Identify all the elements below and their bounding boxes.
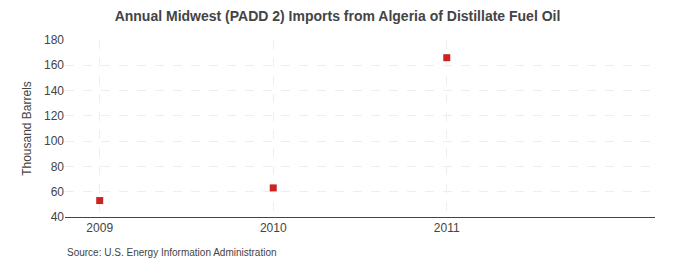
svg-text:80: 80 (51, 160, 65, 174)
svg-text:120: 120 (44, 109, 64, 123)
svg-text:180: 180 (44, 33, 64, 47)
svg-text:160: 160 (44, 58, 64, 72)
svg-text:40: 40 (51, 210, 65, 224)
svg-text:2009: 2009 (86, 221, 113, 235)
svg-text:2011: 2011 (434, 221, 460, 235)
svg-text:60: 60 (51, 185, 65, 199)
svg-text:Thousand Barrels: Thousand Barrels (20, 81, 34, 176)
svg-text:100: 100 (44, 134, 64, 148)
svg-text:Source: U.S. Energy Informatio: Source: U.S. Energy Information Administ… (67, 247, 277, 258)
svg-text:Annual Midwest (PADD 2) Import: Annual Midwest (PADD 2) Imports from Alg… (115, 8, 561, 24)
svg-text:2010: 2010 (260, 221, 287, 235)
svg-text:140: 140 (44, 84, 64, 98)
